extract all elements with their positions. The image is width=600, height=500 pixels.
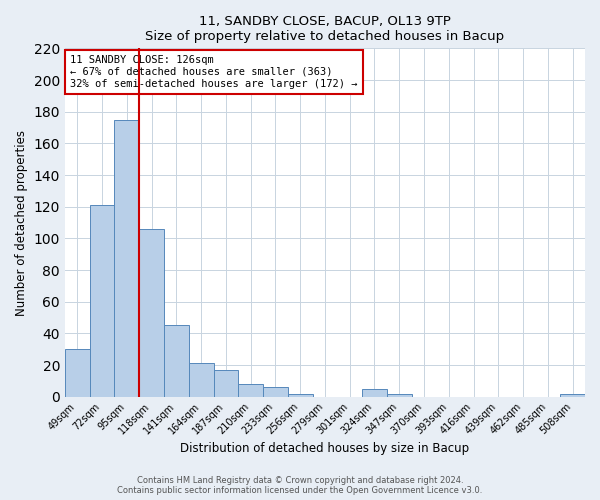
Text: Contains HM Land Registry data © Crown copyright and database right 2024.
Contai: Contains HM Land Registry data © Crown c… <box>118 476 482 495</box>
Bar <box>65 349 89 397</box>
Y-axis label: Number of detached properties: Number of detached properties <box>15 130 28 316</box>
Bar <box>189 364 214 396</box>
Bar <box>263 387 288 396</box>
Bar <box>362 389 387 396</box>
X-axis label: Distribution of detached houses by size in Bacup: Distribution of detached houses by size … <box>181 442 470 455</box>
Bar <box>238 384 263 396</box>
Bar <box>387 394 412 396</box>
Bar <box>139 229 164 396</box>
Bar <box>214 370 238 396</box>
Bar <box>560 394 585 396</box>
Bar <box>288 394 313 396</box>
Bar <box>115 120 139 396</box>
Bar <box>164 326 189 396</box>
Bar <box>89 205 115 396</box>
Title: 11, SANDBY CLOSE, BACUP, OL13 9TP
Size of property relative to detached houses i: 11, SANDBY CLOSE, BACUP, OL13 9TP Size o… <box>145 15 505 43</box>
Text: 11 SANDBY CLOSE: 126sqm
← 67% of detached houses are smaller (363)
32% of semi-d: 11 SANDBY CLOSE: 126sqm ← 67% of detache… <box>70 56 358 88</box>
